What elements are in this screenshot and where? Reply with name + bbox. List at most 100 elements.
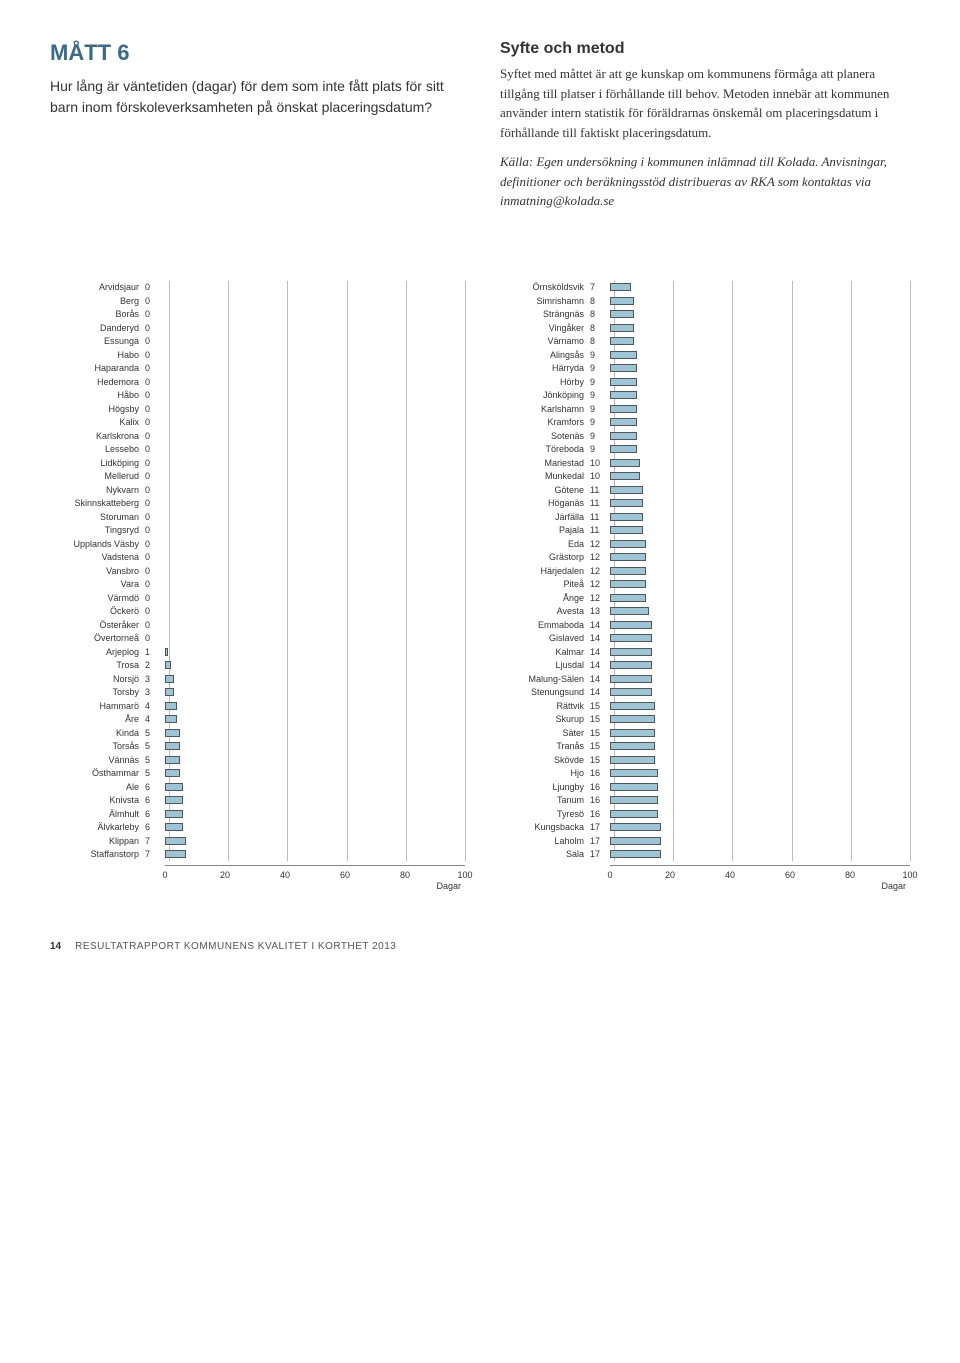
row-label: Stenungsund [495, 687, 590, 697]
bar-area [610, 726, 910, 740]
bar-area [165, 618, 465, 632]
chart-row: Knivsta6 [50, 794, 465, 808]
page-number: 14 [50, 941, 61, 952]
bar [610, 499, 643, 507]
row-value: 0 [145, 512, 165, 522]
row-label: Alingsås [495, 350, 590, 360]
bar [610, 486, 643, 494]
row-value: 9 [590, 417, 610, 427]
row-value: 16 [590, 768, 610, 778]
bar [165, 675, 174, 683]
bar-area [610, 591, 910, 605]
row-value: 4 [145, 701, 165, 711]
bar-area [165, 632, 465, 646]
chart-row: Härjedalen12 [495, 564, 910, 578]
row-value: 9 [590, 390, 610, 400]
matt-question: Hur lång är väntetiden (dagar) för dem s… [50, 76, 460, 118]
row-label: Emmaboda [495, 620, 590, 630]
row-label: Höganäs [495, 498, 590, 508]
row-value: 14 [590, 647, 610, 657]
row-label: Storuman [50, 512, 145, 522]
bar-area [165, 807, 465, 821]
bar [165, 837, 186, 845]
chart-row: Östhammar5 [50, 767, 465, 781]
bar [610, 796, 658, 804]
bar [610, 418, 637, 426]
x-axis-spacer [50, 865, 165, 879]
row-label: Essunga [50, 336, 145, 346]
bar-area [165, 362, 465, 376]
bar-area [165, 848, 465, 862]
row-value: 10 [590, 458, 610, 468]
chart-row: Karlskrona0 [50, 429, 465, 443]
row-value: 5 [145, 768, 165, 778]
chart-rows: Arvidsjaur0Berg0Borås0Danderyd0Essunga0H… [50, 281, 465, 862]
bar [165, 661, 171, 669]
row-value: 0 [145, 633, 165, 643]
chart-row: Trosa2 [50, 659, 465, 673]
row-label: Ånge [495, 593, 590, 603]
row-value: 17 [590, 849, 610, 859]
chart-row: Ljungby16 [495, 780, 910, 794]
bar [610, 472, 640, 480]
bar-area [165, 578, 465, 592]
bar [610, 850, 661, 858]
bar [610, 432, 637, 440]
bar-area [165, 497, 465, 511]
chart-row: Ale6 [50, 780, 465, 794]
row-label: Karlskrona [50, 431, 145, 441]
row-label: Pajala [495, 525, 590, 535]
row-label: Övertorneå [50, 633, 145, 643]
footer: 14 RESULTATRAPPORT KOMMUNENS KVALITET I … [50, 941, 910, 952]
bar-area [610, 483, 910, 497]
bar-area [165, 335, 465, 349]
x-tick: 60 [785, 870, 795, 880]
chart-row: Klippan7 [50, 834, 465, 848]
row-value: 4 [145, 714, 165, 724]
row-value: 0 [145, 417, 165, 427]
row-label: Berg [50, 296, 145, 306]
chart-row: Eda12 [495, 537, 910, 551]
bar-area [610, 389, 910, 403]
bar-area [610, 497, 910, 511]
row-value: 12 [590, 579, 610, 589]
row-label: Torsby [50, 687, 145, 697]
bar [610, 310, 634, 318]
chart-row: Högsby0 [50, 402, 465, 416]
row-label: Skurup [495, 714, 590, 724]
bar-area [165, 794, 465, 808]
row-value: 0 [145, 606, 165, 616]
chart-row: Älvkarleby6 [50, 821, 465, 835]
bar-area [165, 389, 465, 403]
bar [165, 742, 180, 750]
row-label: Örnsköldsvik [495, 282, 590, 292]
row-label: Österåker [50, 620, 145, 630]
bar [610, 607, 649, 615]
bar-area [165, 470, 465, 484]
bar-area [610, 335, 910, 349]
chart-row: Håbo0 [50, 389, 465, 403]
row-value: 0 [145, 539, 165, 549]
bar-area [165, 443, 465, 457]
bar [610, 729, 655, 737]
row-value: 14 [590, 633, 610, 643]
row-value: 0 [145, 309, 165, 319]
row-label: Laholm [495, 836, 590, 846]
row-value: 0 [145, 552, 165, 562]
bar [610, 823, 661, 831]
bar [165, 783, 183, 791]
chart-row: Danderyd0 [50, 321, 465, 335]
row-label: Kramfors [495, 417, 590, 427]
bar-area [610, 807, 910, 821]
row-label: Åre [50, 714, 145, 724]
bar [610, 702, 655, 710]
row-value: 6 [145, 809, 165, 819]
row-value: 8 [590, 309, 610, 319]
row-value: 11 [590, 485, 610, 495]
bar [165, 729, 180, 737]
bar-area [165, 483, 465, 497]
chart-row: Sotenäs9 [495, 429, 910, 443]
bar [610, 688, 652, 696]
row-value: 10 [590, 471, 610, 481]
chart-row: Vara0 [50, 578, 465, 592]
